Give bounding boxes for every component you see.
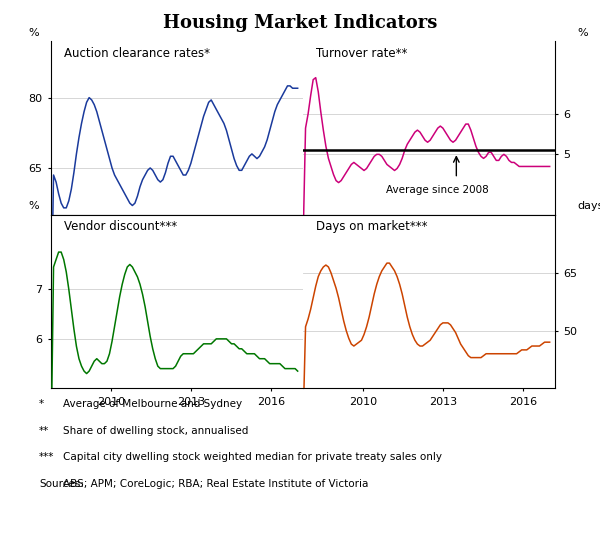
Text: %: % <box>28 28 39 38</box>
Text: %: % <box>578 28 589 38</box>
Text: ABS; APM; CoreLogic; RBA; Real Estate Institute of Victoria: ABS; APM; CoreLogic; RBA; Real Estate In… <box>63 479 368 489</box>
Text: days: days <box>578 202 600 212</box>
Text: Auction clearance rates*: Auction clearance rates* <box>64 46 209 60</box>
Text: Days on market***: Days on market*** <box>316 220 427 233</box>
Text: Average of Melbourne and Sydney: Average of Melbourne and Sydney <box>63 399 242 409</box>
Text: Vendor discount***: Vendor discount*** <box>64 220 177 233</box>
Text: Turnover rate**: Turnover rate** <box>316 46 407 60</box>
Text: Share of dwelling stock, annualised: Share of dwelling stock, annualised <box>63 426 248 436</box>
Text: Housing Market Indicators: Housing Market Indicators <box>163 14 437 32</box>
Text: Sources:: Sources: <box>39 479 84 489</box>
Text: Capital city dwelling stock weighted median for private treaty sales only: Capital city dwelling stock weighted med… <box>63 452 442 462</box>
Text: ***: *** <box>39 452 55 462</box>
Text: **: ** <box>39 426 49 436</box>
Text: Average since 2008: Average since 2008 <box>386 185 489 195</box>
Text: *: * <box>39 399 44 409</box>
Text: %: % <box>28 202 39 212</box>
